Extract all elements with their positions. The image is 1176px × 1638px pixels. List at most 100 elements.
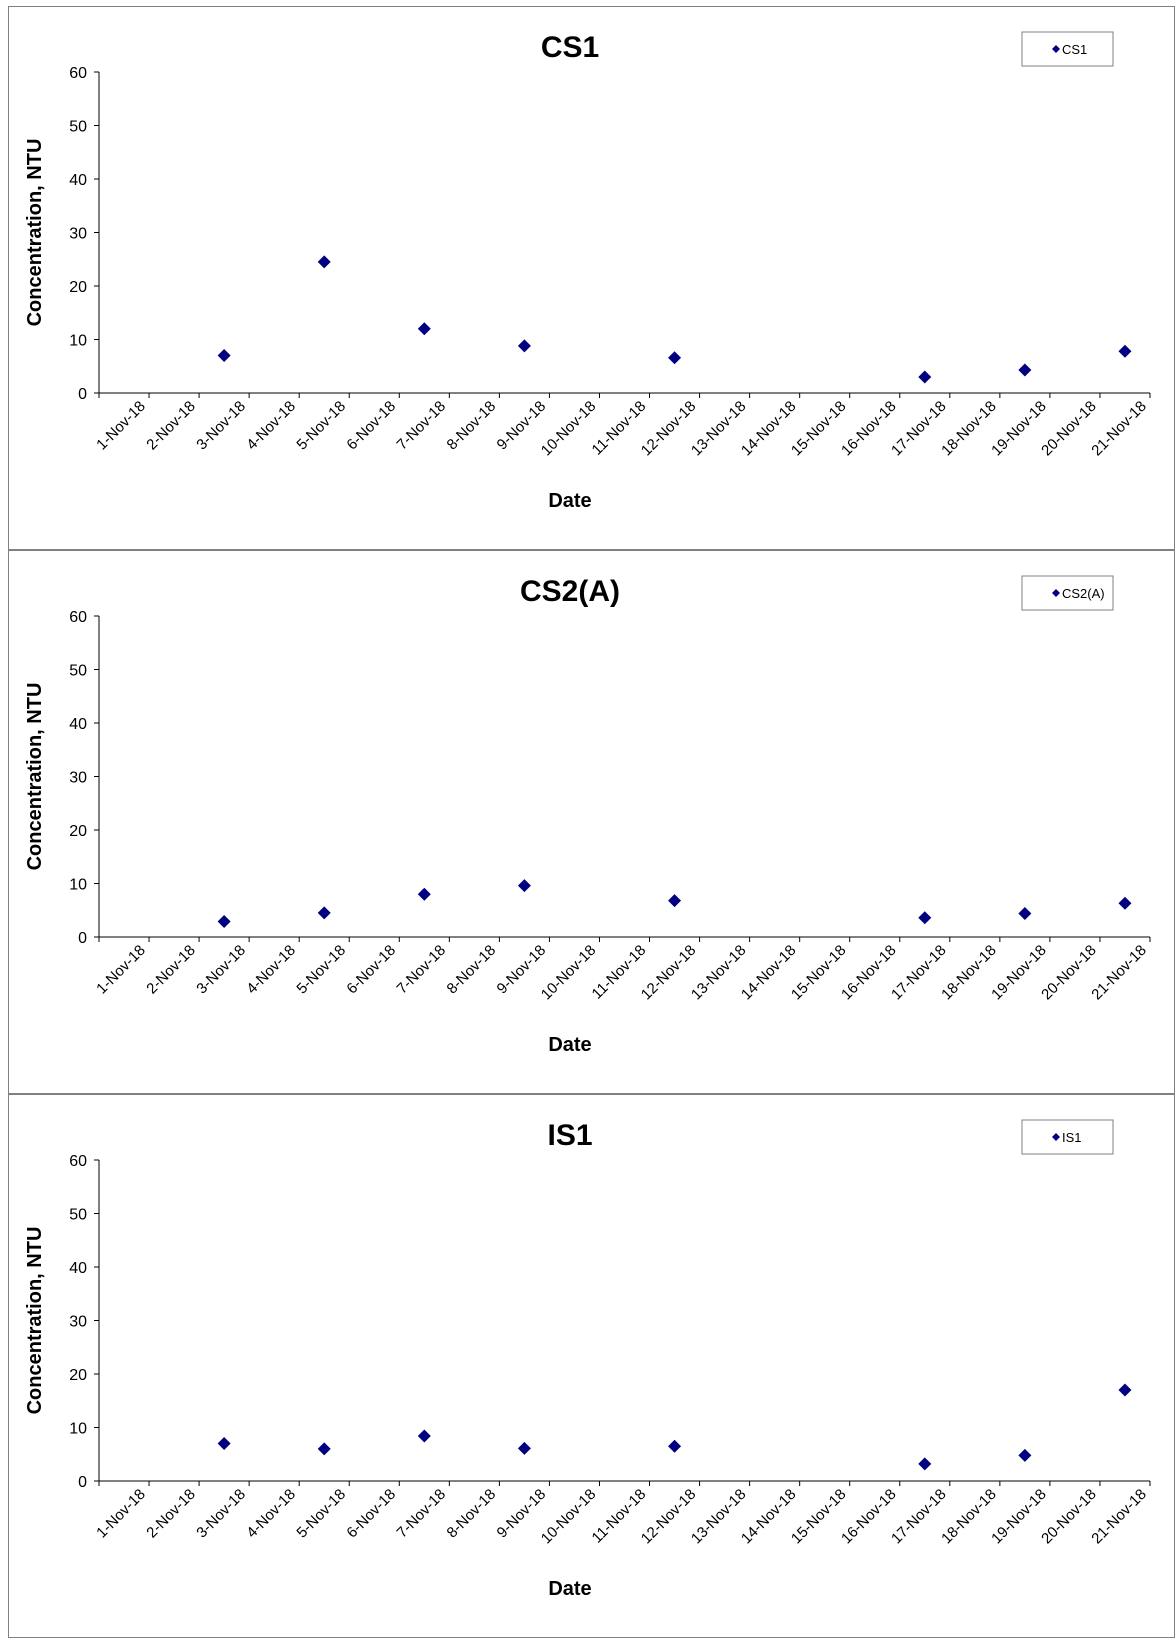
- x-tick-label: 5-Nov-18: [293, 942, 349, 998]
- x-tick-label: 21-Nov-18: [1088, 1486, 1150, 1548]
- x-tick-label: 7-Nov-18: [394, 1486, 450, 1542]
- y-tick-label: 60: [69, 65, 87, 82]
- y-tick-label: 30: [69, 226, 87, 243]
- y-tick-label: 10: [69, 1421, 87, 1438]
- data-point: [668, 1439, 682, 1453]
- chart-panel-cs1: CS1 0 10 20 30 40 50 60 1-Nov-18 2-Nov-18 3-Nov-18…: [8, 6, 1175, 550]
- legend: CS1: [1021, 31, 1114, 67]
- chart-svg-cs2a: CS2(A) 0 10 20 30 40 50 60 1-Nov-182-Nov-183-Nov…: [24, 575, 1151, 1056]
- chart-title: CS2(A): [520, 575, 620, 608]
- y-tick-label: 40: [69, 716, 87, 733]
- data-point: [517, 339, 531, 353]
- data-point: [417, 1429, 431, 1443]
- y-tick-label: 60: [69, 609, 87, 626]
- legend-marker: [1052, 45, 1060, 53]
- legend: IS1: [1021, 1119, 1114, 1155]
- y-tick-label: 30: [69, 770, 87, 787]
- x-tick-label: 6-Nov-18: [343, 942, 399, 998]
- chart-svg-is1: IS1 0 10 20 30 40 50 60 1-Nov-182-Nov-183-Nov-18…: [24, 1119, 1151, 1600]
- x-tick-label: 7-Nov-18: [394, 942, 450, 998]
- data-point: [1018, 363, 1032, 377]
- x-tick-label: 8-Nov-18: [444, 1486, 500, 1542]
- y-tick-label: 30: [69, 1314, 87, 1331]
- x-tick-label: 6-Nov-18: [343, 1486, 399, 1542]
- y-tick-label: 20: [69, 279, 87, 296]
- data-point: [918, 370, 932, 384]
- data-point: [668, 351, 682, 365]
- legend: CS2(A): [1021, 575, 1114, 611]
- data-point: [918, 911, 932, 925]
- x-axis-title: Date: [548, 1578, 591, 1600]
- y-tick-label: 50: [69, 1207, 87, 1224]
- x-axis-title: Date: [548, 490, 591, 512]
- y-axis-title: Concentration, NTU: [24, 1227, 46, 1415]
- data-point: [918, 1457, 932, 1471]
- y-tick-label: 0: [78, 386, 87, 403]
- data-point: [217, 1437, 231, 1451]
- y-tick-label: 20: [69, 823, 87, 840]
- data-point: [417, 887, 431, 901]
- x-tick-label: 10-Nov-18: [538, 398, 600, 460]
- x-tick-label: 3-Nov-18: [193, 1486, 249, 1542]
- data-point: [517, 1441, 531, 1455]
- legend-box: [1021, 31, 1114, 67]
- x-tick-label: 5-Nov-18: [293, 1486, 349, 1542]
- x-tick-label: 1-Nov-18: [93, 942, 149, 998]
- x-tick-label: 5-Nov-18: [293, 398, 349, 454]
- data-point: [317, 906, 331, 920]
- data-point: [1118, 1383, 1132, 1397]
- x-tick-label: 21-Nov-18: [1088, 398, 1150, 460]
- y-axis-title: Concentration, NTU: [24, 683, 46, 871]
- data-point: [1018, 906, 1032, 920]
- legend-label: CS2(A): [1062, 586, 1105, 601]
- x-tick-label: 2-Nov-18: [143, 398, 199, 454]
- x-tick-label: 3-Nov-18: [193, 398, 249, 454]
- y-tick-label: 50: [69, 663, 87, 680]
- x-tick-label: 2-Nov-18: [143, 1486, 199, 1542]
- x-tick-label: 3-Nov-18: [193, 942, 249, 998]
- chart-title: IS1: [547, 1119, 592, 1152]
- y-tick-label: 0: [78, 1474, 87, 1491]
- x-tick-label: 1-Nov-18: [93, 1486, 149, 1542]
- data-point: [217, 349, 231, 363]
- chart-svg-cs1: CS1 0 10 20 30 40 50 60 1-Nov-182-Nov-183-Nov-18…: [24, 31, 1151, 512]
- x-axis-title: Date: [548, 1034, 591, 1056]
- x-tick-label: 4-Nov-18: [243, 1486, 299, 1542]
- y-axis-title: Concentration, NTU: [24, 139, 46, 327]
- chart-title: CS1: [541, 31, 599, 64]
- y-tick-label: 10: [69, 333, 87, 350]
- data-point: [417, 322, 431, 336]
- x-tick-label: 10-Nov-18: [538, 942, 600, 1004]
- y-tick-label: 10: [69, 877, 87, 894]
- chart-panel-is1: IS1 0 10 20 30 40 50 60 1-Nov-18 2-Nov-18 3-Nov-18…: [8, 1094, 1175, 1638]
- y-tick-label: 20: [69, 1367, 87, 1384]
- legend-box: [1021, 1119, 1114, 1155]
- x-tick-label: 6-Nov-18: [343, 398, 399, 454]
- y-tick-label: 40: [69, 1260, 87, 1277]
- x-tick-label: 4-Nov-18: [243, 398, 299, 454]
- data-point: [1118, 344, 1132, 358]
- data-point: [1118, 896, 1132, 910]
- data-point: [517, 879, 531, 893]
- x-tick-label: 21-Nov-18: [1088, 942, 1150, 1004]
- x-tick-label: 10-Nov-18: [538, 1486, 600, 1548]
- x-tick-label: 7-Nov-18: [394, 398, 450, 454]
- legend-marker: [1052, 589, 1060, 597]
- data-point: [317, 1442, 331, 1456]
- x-tick-label: 8-Nov-18: [444, 942, 500, 998]
- data-point: [1018, 1448, 1032, 1462]
- x-tick-label: 2-Nov-18: [143, 942, 199, 998]
- legend-marker: [1052, 1133, 1060, 1141]
- y-tick-label: 40: [69, 172, 87, 189]
- x-tick-label: 1-Nov-18: [93, 398, 149, 454]
- legend-box: [1021, 575, 1114, 611]
- x-tick-label: 8-Nov-18: [444, 398, 500, 454]
- x-tick-label: 4-Nov-18: [243, 942, 299, 998]
- y-tick-label: 50: [69, 119, 87, 136]
- data-point: [668, 894, 682, 908]
- legend-label: IS1: [1062, 1130, 1082, 1145]
- legend-label: CS1: [1062, 42, 1087, 57]
- y-tick-label: 60: [69, 1153, 87, 1170]
- y-tick-label: 0: [78, 930, 87, 947]
